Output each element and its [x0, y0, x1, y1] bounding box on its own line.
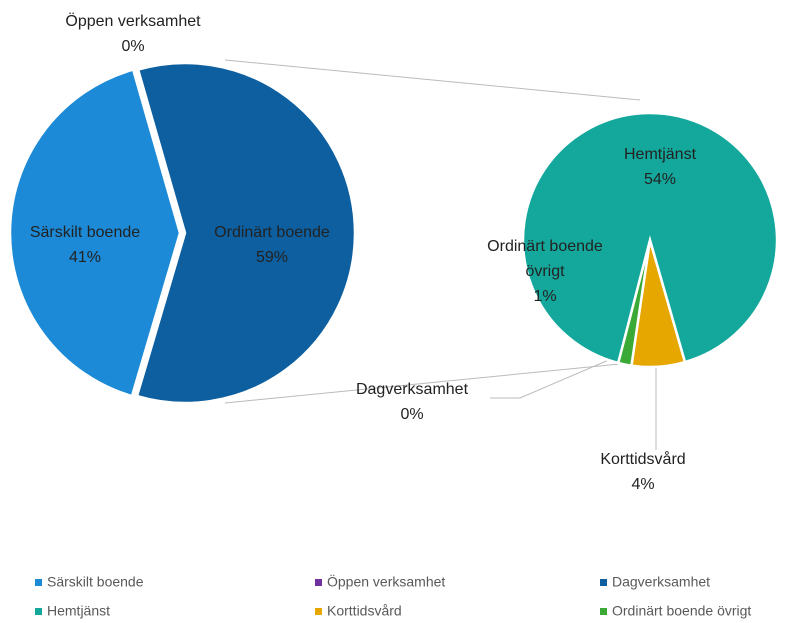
- data-label: 59%: [256, 249, 288, 266]
- data-label: Särskilt boende: [30, 224, 140, 241]
- legend-label: Dagverksamhet: [612, 574, 710, 590]
- legend-label: Korttidsvård: [327, 603, 402, 619]
- pie-slice: [135, 61, 357, 405]
- data-label: Dagverksamhet: [356, 381, 469, 398]
- data-label: Korttidsvård: [600, 450, 685, 468]
- legend-swatch: [600, 579, 607, 586]
- legend-swatch: [315, 579, 322, 586]
- data-label-line: Ordinärt boende: [487, 238, 603, 255]
- legend-swatch: [315, 608, 322, 615]
- data-label: 41%: [69, 249, 101, 266]
- data-label: Ordinärt boende övrigt: [487, 238, 603, 280]
- legend-label: Hemtjänst: [47, 603, 110, 619]
- connector-line: [224, 59, 641, 101]
- data-label: Ordinärt boende: [214, 224, 330, 241]
- legend-swatch: [35, 579, 42, 586]
- data-label: 54%: [644, 171, 676, 188]
- legend-swatch: [600, 608, 607, 615]
- data-label: 0%: [121, 38, 144, 55]
- legend-label: Ordinärt boende övrigt: [612, 603, 751, 619]
- pie-slice: [8, 68, 182, 398]
- legend-label: Öppen verksamhet: [327, 573, 445, 590]
- connector-line: [224, 361, 641, 404]
- legend-label: Särskilt boende: [47, 574, 144, 590]
- pie-slice: [521, 111, 779, 365]
- data-label: Hemtjänst: [624, 146, 697, 163]
- data-label: 1%: [533, 288, 556, 305]
- data-label: 4%: [631, 476, 654, 493]
- data-label: Öppen verksamhet: [65, 12, 201, 30]
- data-label-line: övrigt: [525, 263, 565, 280]
- legend-swatch: [35, 608, 42, 615]
- data-label: 0%: [400, 406, 423, 423]
- leader-line: [490, 355, 619, 399]
